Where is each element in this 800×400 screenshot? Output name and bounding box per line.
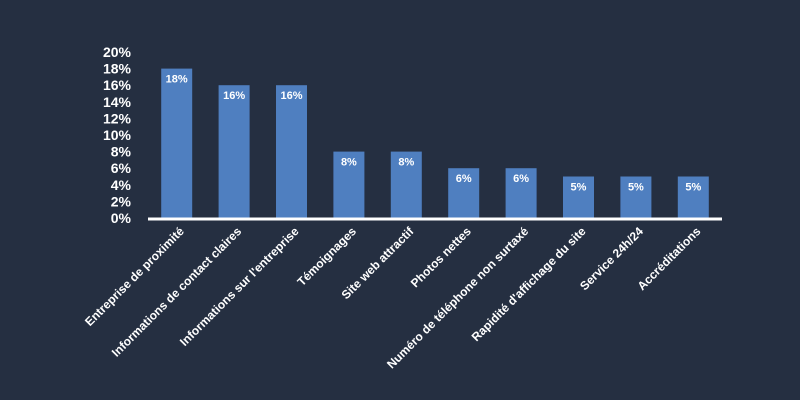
y-axis: 0%2%4%6%8%10%12%14%16%18%20% [103,44,132,226]
y-tick-label: 14% [103,94,132,110]
data-label: 5% [571,182,587,194]
data-label: 8% [341,157,357,169]
bar [161,68,193,218]
data-label: 18% [166,74,188,86]
data-label: 6% [513,173,529,185]
y-tick-label: 12% [103,110,132,126]
y-tick-label: 0% [111,210,132,226]
bar [677,176,709,218]
bar [333,151,365,218]
y-tick-label: 10% [103,127,132,143]
bar [218,85,250,218]
y-tick-label: 4% [111,177,132,193]
y-tick-label: 6% [111,160,132,176]
bar [448,168,480,218]
bar [505,168,537,218]
y-tick-label: 16% [103,77,132,93]
data-label: 16% [223,90,245,102]
bar [390,151,422,218]
bar [620,176,652,218]
data-labels: 18% 16% 16% 8% 8% 6% 6% 5% 5% 5% [166,74,702,194]
data-label: 6% [456,173,472,185]
bar-series [161,68,709,218]
bar [276,85,307,218]
bar [563,176,594,218]
data-label: 5% [628,182,644,194]
y-tick-label: 20% [103,44,132,60]
y-tick-label: 18% [103,61,132,77]
y-tick-label: 8% [111,144,132,160]
y-tick-label: 2% [111,193,132,209]
data-label: 16% [280,90,302,102]
data-label: 5% [685,182,701,194]
data-label: 8% [398,157,414,169]
